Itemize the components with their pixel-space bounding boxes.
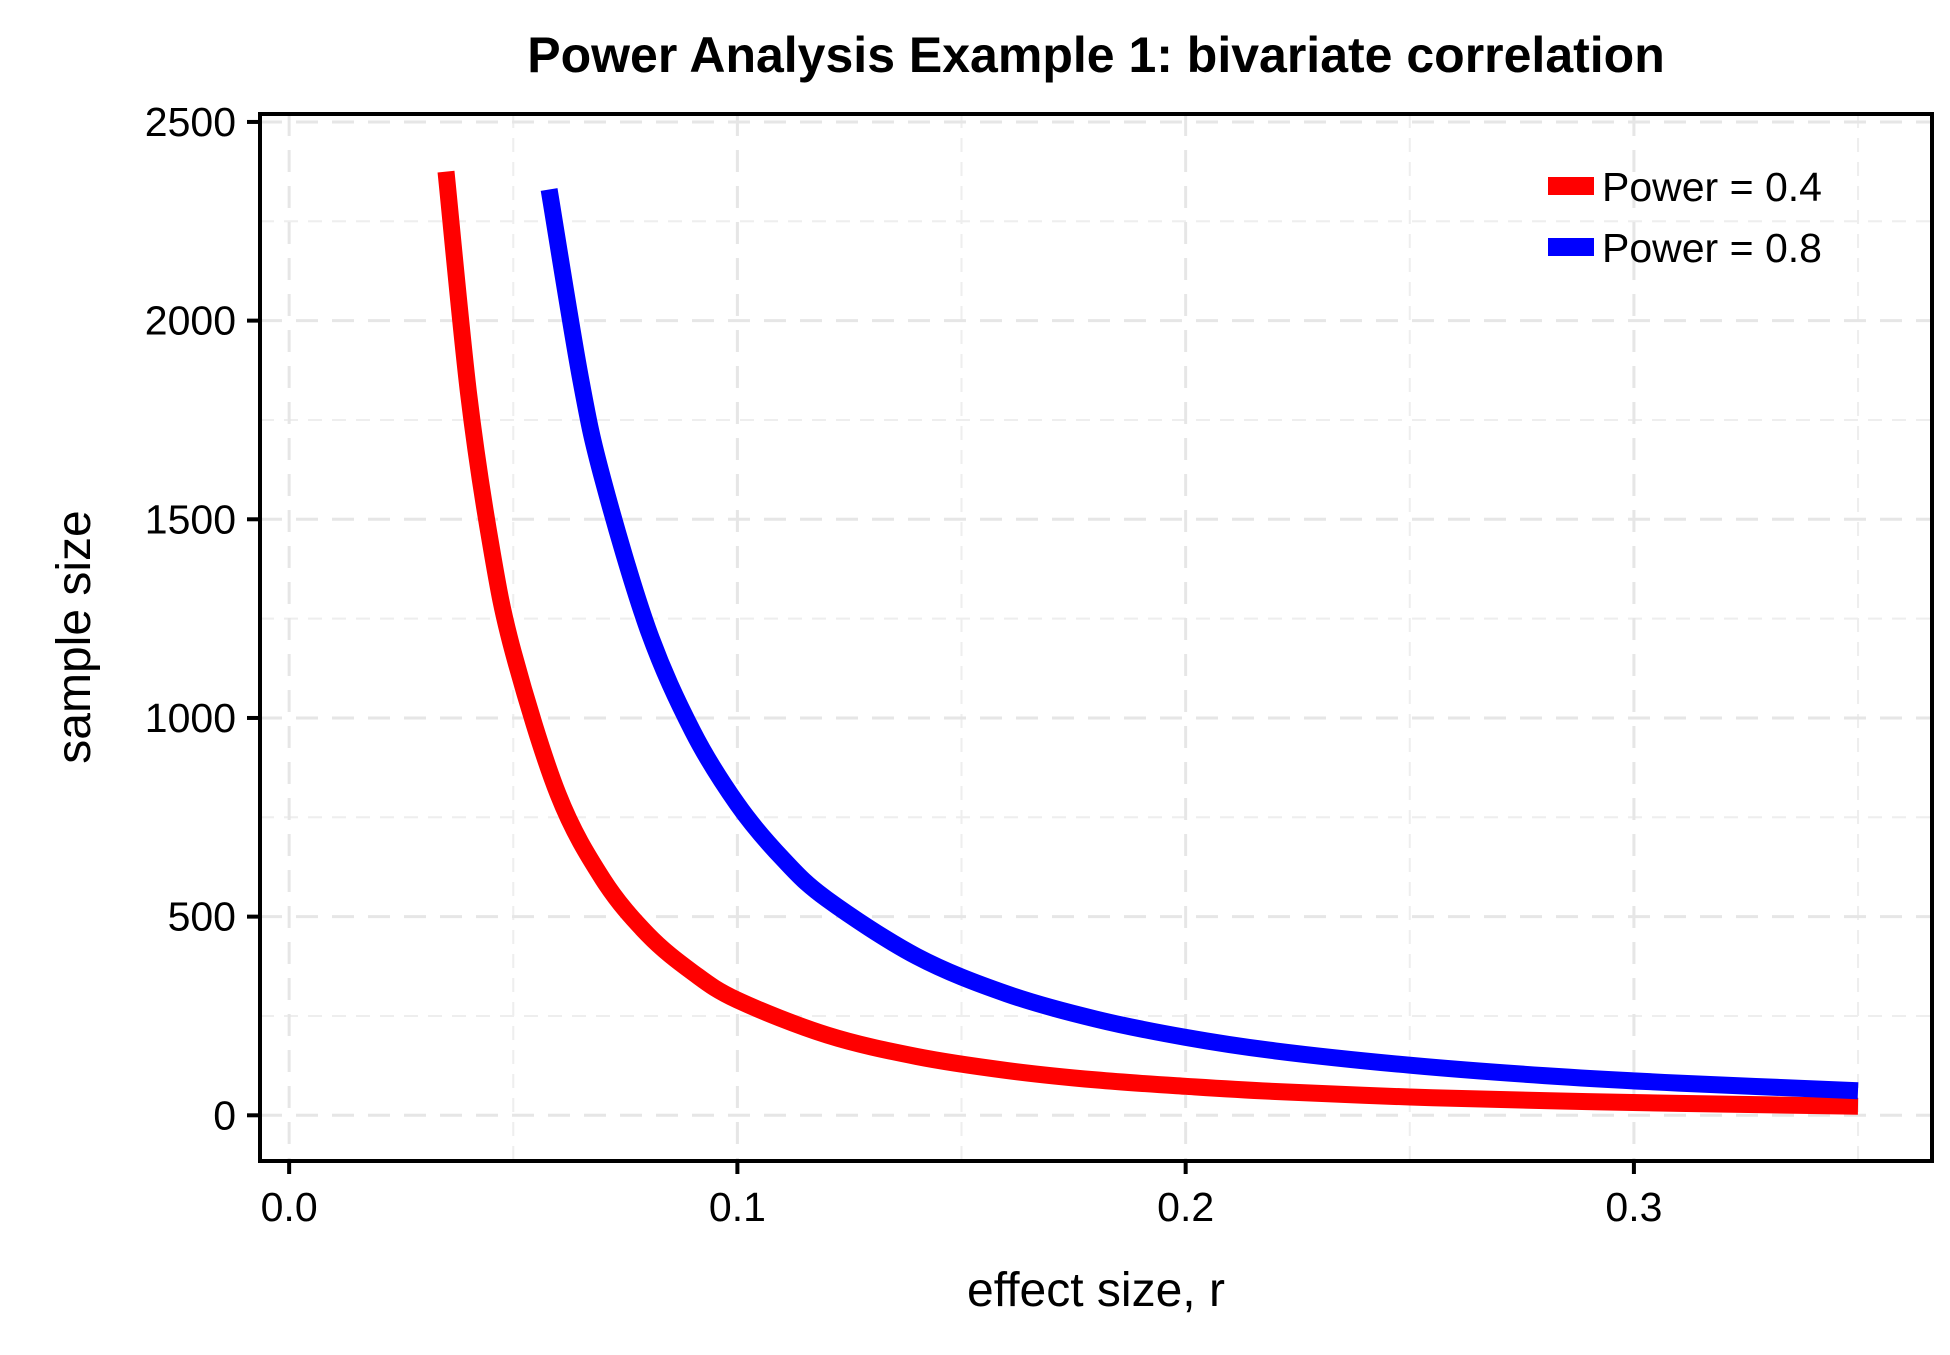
x-tick-label: 0.3	[1605, 1184, 1662, 1230]
y-tick-label: 500	[168, 894, 236, 940]
grid	[260, 114, 1932, 1161]
y-axis: 0 500 1000 1500 2000 2500	[145, 99, 260, 1138]
y-tick-label: 2500	[145, 99, 236, 145]
legend-label-1: Power = 0.4	[1602, 164, 1822, 210]
legend-swatch-2	[1548, 238, 1594, 256]
chart-title: Power Analysis Example 1: bivariate corr…	[527, 27, 1665, 83]
x-tick-label: 0.0	[261, 1184, 318, 1230]
x-axis: 0.0 0.1 0.2 0.3	[261, 1161, 1662, 1230]
series-line-1	[437, 170, 1859, 1115]
series-lines	[437, 170, 1859, 1115]
y-tick-label: 2000	[145, 298, 236, 344]
y-tick-label: 1000	[145, 695, 236, 741]
y-axis-title: sample size	[48, 510, 101, 763]
legend-label-2: Power = 0.8	[1602, 225, 1822, 271]
plot-frame	[258, 112, 1934, 1163]
series-line-2	[540, 188, 1859, 1100]
x-axis-title: effect size, r	[967, 1264, 1225, 1317]
legend: Power = 0.4 Power = 0.8	[1548, 164, 1822, 271]
y-tick-label: 1500	[145, 496, 236, 542]
x-tick-label: 0.2	[1157, 1184, 1214, 1230]
x-tick-label: 0.1	[709, 1184, 766, 1230]
legend-swatch-1	[1548, 177, 1594, 195]
y-tick-label: 0	[213, 1092, 236, 1138]
